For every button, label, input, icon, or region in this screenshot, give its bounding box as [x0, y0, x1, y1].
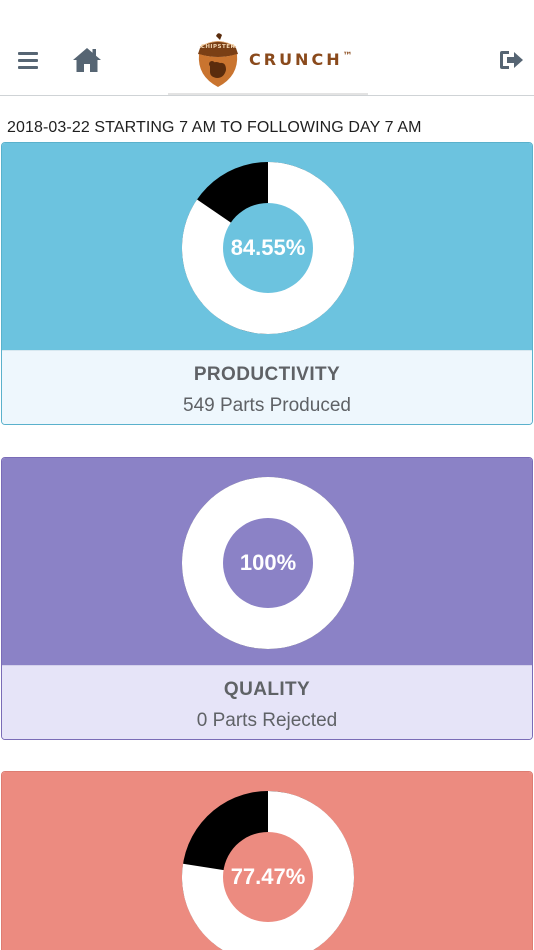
quality-percent-label: 100% — [239, 550, 297, 575]
productivity-donut-value-slice — [182, 162, 354, 334]
logo-badge-text: CHIPSTER — [201, 44, 236, 50]
productivity-card[interactable]: 84.55% PRODUCTIVITY 549 Parts Produced — [1, 142, 533, 425]
third-metric-chart-area: 77.47% — [2, 772, 532, 950]
productivity-summary: PRODUCTIVITY 549 Parts Produced — [2, 350, 532, 424]
home-icon[interactable] — [72, 46, 102, 74]
quality-parts-rejected: 0 Parts Rejected — [196, 710, 338, 731]
logo-trademark: ™ — [342, 51, 353, 62]
third-metric-percent-label: 77.47% — [230, 864, 306, 889]
productivity-title: PRODUCTIVITY — [193, 364, 341, 385]
period-label: 2018-03-22 STARTING 7 AM TO FOLLOWING DA… — [7, 119, 422, 136]
third-metric-donut-hole — [223, 832, 313, 922]
productivity-percent-label: 84.55% — [230, 235, 306, 260]
third-metric-donut-chart — [182, 791, 354, 950]
third-metric-donut-value-slice — [182, 791, 354, 950]
quality-donut-hole — [223, 518, 313, 608]
sign-out-icon[interactable] — [498, 48, 526, 72]
productivity-parts-produced: 549 Parts Produced — [183, 395, 351, 416]
logo-brand-name: CRUNCH — [249, 50, 343, 69]
acorn-logo-icon: CHIPSTER — [198, 33, 238, 87]
quality-donut-chart — [182, 477, 354, 649]
quality-title: QUALITY — [223, 679, 311, 700]
logo-wordmark: CRUNCH™ — [249, 50, 353, 69]
quality-summary: QUALITY 0 Parts Rejected — [2, 665, 532, 739]
hamburger-menu-icon[interactable] — [18, 49, 40, 71]
productivity-donut-hole — [223, 203, 313, 293]
top-header: CHIPSTER CRUNCH™ — [0, 0, 534, 96]
productivity-donut-chart — [182, 162, 354, 334]
productivity-chart-area: 84.55% — [2, 143, 532, 350]
quality-card[interactable]: 100% QUALITY 0 Parts Rejected — [1, 457, 533, 740]
third-metric-card[interactable]: 77.47% — [1, 771, 533, 950]
quality-chart-area: 100% — [2, 458, 532, 665]
logo-divider — [168, 93, 368, 95]
crunch-logo: CHIPSTER CRUNCH™ — [192, 32, 368, 90]
